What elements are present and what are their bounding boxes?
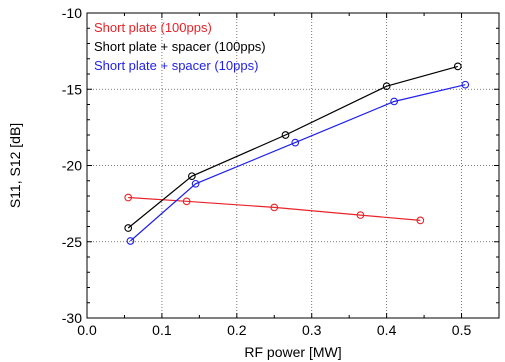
data-point-series-0 — [270, 203, 279, 212]
x-tick-label: 0.1 — [152, 322, 172, 338]
x-tick-label: 0.3 — [302, 322, 322, 338]
y-tick-label: -10 — [62, 5, 82, 21]
data-point-series-1 — [453, 62, 462, 71]
legend-entry-0: Short plate (100pps) — [94, 20, 212, 35]
y-tick-label: -25 — [62, 234, 82, 250]
x-tick-label: 0.2 — [227, 322, 247, 338]
legend-entry-2: Short plate + spacer (10pps) — [94, 58, 258, 73]
legend: Short plate (100pps) Short plate + spacer… — [94, 20, 266, 73]
data-point-series-1 — [281, 131, 290, 139]
data-point-series-0 — [416, 216, 425, 225]
x-tick-label: 0.5 — [452, 322, 472, 338]
data-point-series-1 — [382, 82, 391, 91]
legend-entry-1: Short plate + spacer (100pps) — [94, 39, 266, 54]
data-point-series-2 — [126, 237, 135, 245]
data-point-series-0 — [356, 211, 365, 219]
data-point-series-1 — [124, 224, 133, 232]
y-tick-label: -30 — [62, 310, 82, 326]
series-line-1 — [127, 65, 458, 229]
y-axis-title: S11, S12 [dB] — [7, 123, 23, 208]
data-point-series-2 — [291, 138, 300, 147]
data-point-series-0 — [124, 193, 133, 202]
y-tick-label: -15 — [62, 81, 82, 97]
series-group — [124, 62, 470, 245]
y-tick-label: -20 — [62, 158, 82, 174]
x-tick-label: 0.4 — [377, 322, 397, 338]
series-line-0 — [128, 196, 421, 221]
data-point-series-2 — [191, 179, 200, 188]
data-point-series-0 — [182, 197, 191, 206]
data-point-series-2 — [390, 97, 398, 106]
x-tick-label: 0.0 — [77, 322, 97, 338]
data-point-series-1 — [188, 172, 196, 181]
series-line-2 — [130, 84, 466, 242]
data-point-series-2 — [461, 80, 470, 89]
x-axis-title: RF power [MW] — [244, 344, 341, 360]
axis-ticks: 0.0 0.1 0.2 0.3 0.4 0.5 -30 -25 -20 -15 -10 — [62, 5, 500, 338]
